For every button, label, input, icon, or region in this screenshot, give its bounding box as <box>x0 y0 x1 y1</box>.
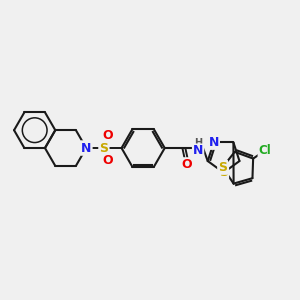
Text: S: S <box>219 166 228 179</box>
Text: N: N <box>81 142 92 154</box>
Text: Cl: Cl <box>259 144 271 157</box>
Text: N: N <box>208 136 219 149</box>
Text: H: H <box>194 138 202 148</box>
Text: N: N <box>193 145 203 158</box>
Text: S: S <box>99 142 108 154</box>
Text: S: S <box>218 161 227 174</box>
Text: O: O <box>103 154 113 167</box>
Text: O: O <box>103 129 113 142</box>
Text: O: O <box>181 158 192 171</box>
Text: N: N <box>81 142 92 154</box>
